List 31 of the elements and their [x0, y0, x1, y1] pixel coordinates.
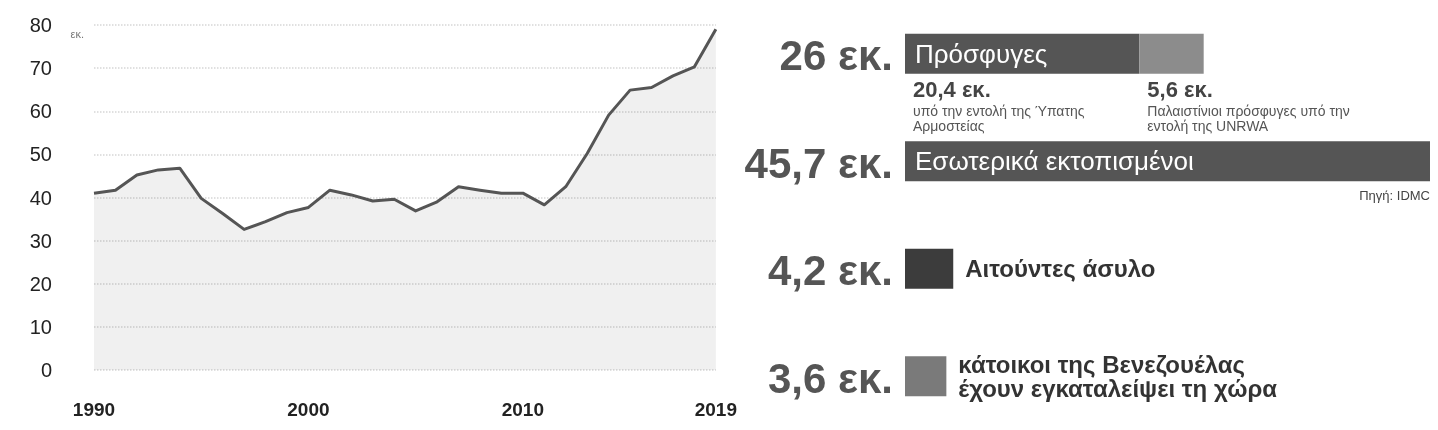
y-tick-label: 70: [29, 57, 52, 80]
annotation: Παλαιστίνιοι πρόσφυγες υπό την εντολή της UNRWA: [1147, 103, 1350, 135]
bar: [1139, 33, 1204, 74]
x-tick-label: 2019: [694, 399, 738, 420]
y-tick-label: Αιτούντες άσυλο: [965, 255, 1156, 283]
total-label: 4,2 εκ.: [767, 247, 893, 295]
annotation: υπό την εντολή της Ύπατης Αρμοστείας: [913, 103, 1085, 135]
total-label: 3,6 εκ.: [767, 354, 893, 402]
y-tick-label: 30: [29, 229, 52, 252]
y-tick-label: Πρόσφυγες: [915, 38, 1048, 69]
y-axis-title: εκ.: [70, 28, 84, 40]
y-tick-label: κάτοικοι της Βενεζουέλας έχουν εγκαταλείψει τη χώρα: [958, 350, 1278, 402]
y-tick-label: 50: [29, 143, 52, 166]
y-tick-label: 80: [29, 14, 52, 36]
x-tick-label: 2000: [287, 399, 330, 420]
x-tick-label: 2010: [501, 399, 545, 420]
y-tick-label: Εσωτερικά εκτοπισμένοι: [915, 146, 1195, 177]
data-label: 5,6 εκ.: [1147, 77, 1213, 103]
y-tick-label: 60: [29, 100, 52, 123]
y-tick-label: 40: [29, 186, 52, 209]
x-tick-label: 1990: [72, 399, 116, 420]
y-tick-label: 10: [29, 315, 52, 338]
total-label: 26 εκ.: [779, 32, 893, 80]
bar: [905, 356, 947, 397]
y-tick-label: 20: [29, 272, 52, 295]
bar: [905, 141, 1430, 182]
total-label: 45,7 εκ.: [744, 139, 893, 187]
data-label: 20,4 εκ.: [913, 77, 991, 103]
y-tick-label: 0: [40, 359, 52, 381]
annotation: Πηγή: IDMC: [1359, 188, 1430, 204]
bar: [905, 248, 954, 289]
